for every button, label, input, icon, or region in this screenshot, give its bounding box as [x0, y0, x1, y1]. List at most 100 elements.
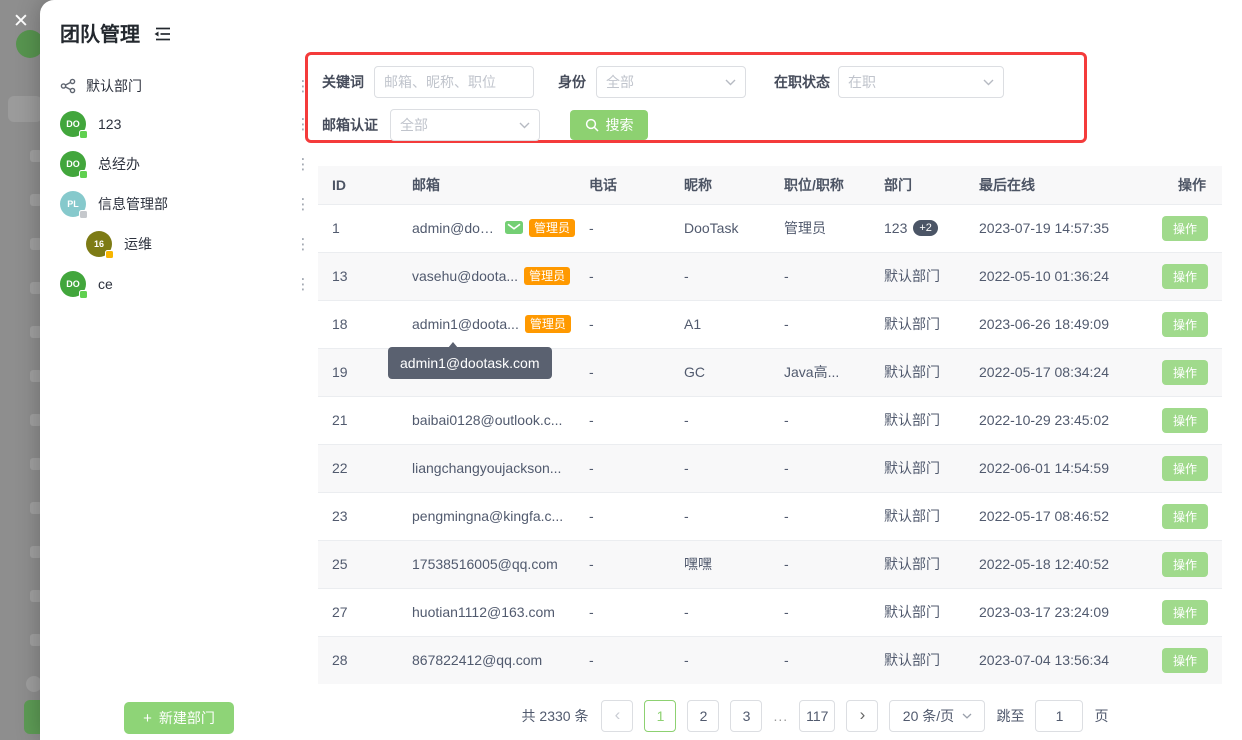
row-action-button[interactable]: 操作: [1162, 503, 1208, 529]
sidebar-department-item[interactable]: DO ce ⋮: [60, 264, 312, 304]
background-green-button: [24, 700, 40, 734]
table-body: 1 admin@doo... 管理员 - DooTask 管理员 123 +2: [318, 203, 1222, 684]
cell-title: -: [770, 587, 870, 636]
new-department-label: 新建部门: [158, 710, 215, 726]
department-text: 123: [884, 220, 908, 236]
filter-panel: 关键词 身份 全部 在职状态 在职 邮箱认证 全部: [305, 52, 1087, 143]
background-menu-icon: [30, 634, 42, 646]
cell-action: 操作: [1140, 395, 1222, 444]
cell-nickname: DooTask: [670, 203, 770, 252]
cell-department: 默认部门: [870, 539, 965, 588]
more-menu-icon[interactable]: ⋮: [295, 235, 311, 253]
avatar-status-dot: [79, 210, 88, 219]
identity-select[interactable]: 全部: [596, 66, 746, 98]
identity-label: 身份: [558, 74, 586, 90]
prev-page-button[interactable]: ‹: [601, 700, 634, 732]
jump-page-input[interactable]: [1035, 700, 1084, 732]
row-action-button[interactable]: 操作: [1162, 359, 1208, 385]
sidebar-department-item[interactable]: DO 总经办 ⋮: [60, 144, 312, 184]
department-text: 默认部门: [884, 268, 940, 284]
more-menu-icon[interactable]: ⋮: [295, 195, 311, 213]
chevron-down-icon: [725, 79, 736, 85]
page-button-last[interactable]: 117: [799, 700, 836, 732]
search-button[interactable]: 搜索: [570, 110, 648, 140]
page-button-2[interactable]: 2: [687, 700, 720, 732]
page-size-select[interactable]: 20 条/页: [889, 700, 986, 732]
page-button-3[interactable]: 3: [730, 700, 763, 732]
table-row: 25 17538516005@qq.com - 嘿嘿 - 默认部门 2022-0…: [318, 539, 1222, 588]
sidebar-department-item[interactable]: PL 信息管理部 ⋮: [60, 184, 312, 224]
new-department-button[interactable]: + 新建部门: [124, 702, 234, 734]
cell-action: 操作: [1140, 299, 1222, 348]
row-action-button[interactable]: 操作: [1162, 599, 1208, 625]
department-label: ce: [98, 276, 113, 292]
table-row: 18 admin1@doota... 管理员 - A1 - 默认部门 2023-…: [318, 299, 1222, 348]
email-text[interactable]: huotian1112@163.com: [412, 604, 555, 620]
email-text[interactable]: pengmingna@kingfa.c...: [412, 508, 564, 524]
col-phone: 电话: [575, 166, 670, 204]
page-title: 团队管理: [60, 18, 172, 47]
email-text[interactable]: liangchangyoujackson...: [412, 460, 562, 476]
keyword-input[interactable]: [384, 74, 524, 90]
cell-title: -: [770, 539, 870, 588]
email-text[interactable]: 867822412@qq.com: [412, 652, 543, 669]
status-select[interactable]: 在职: [838, 66, 1004, 98]
row-action-button[interactable]: 操作: [1162, 407, 1208, 433]
cell-phone: -: [575, 299, 670, 348]
background-menu-icon: [30, 502, 42, 514]
email-tooltip: admin1@dootask.com: [388, 342, 552, 379]
table-row: 21 baibai0128@outlook.c... - - - 默认部门 20…: [318, 395, 1222, 444]
next-page-button[interactable]: ›: [846, 700, 879, 732]
keyword-label: 关键词: [322, 74, 364, 90]
cell-last-online: 2022-06-01 14:54:59: [965, 443, 1140, 492]
row-action-button[interactable]: 操作: [1162, 455, 1208, 481]
status-label: 在职状态: [774, 74, 830, 90]
email-text[interactable]: baibai0128@outlook.c...: [412, 412, 563, 428]
department-text: 默认部门: [884, 412, 940, 428]
department-avatar: DO: [60, 271, 88, 299]
row-action-button[interactable]: 操作: [1162, 263, 1208, 289]
row-action-button[interactable]: 操作: [1162, 551, 1208, 577]
cell-email: admin@doo... 管理员: [398, 203, 575, 252]
col-action: 操作: [1140, 166, 1222, 204]
email-text[interactable]: 17538516005@qq.com: [412, 556, 558, 572]
col-nickname: 昵称: [670, 166, 770, 204]
cell-id: 18: [318, 299, 398, 348]
cell-nickname: -: [670, 587, 770, 636]
sidebar-department-item[interactable]: 16 运维 ⋮: [60, 224, 312, 264]
department-avatar: DO: [60, 111, 88, 139]
avatar-status-dot: [105, 250, 114, 259]
cell-action: 操作: [1140, 539, 1222, 588]
cell-title: -: [770, 251, 870, 300]
cell-last-online: 2022-05-10 01:36:24: [965, 251, 1140, 300]
total-count: 共 2330 条: [521, 708, 589, 724]
email-text[interactable]: admin1@doota...: [412, 315, 519, 332]
row-action-button[interactable]: 操作: [1162, 647, 1208, 673]
cell-email: 867822412@qq.com: [398, 635, 575, 684]
sidebar-item-default-department[interactable]: 默认部门 ⋮: [60, 70, 312, 102]
sidebar-department-item[interactable]: DO 123 ⋮: [60, 104, 312, 144]
department-text: 默认部门: [884, 604, 940, 620]
cell-department: 默认部门: [870, 347, 965, 396]
more-menu-icon[interactable]: ⋮: [295, 155, 311, 173]
email-text[interactable]: vasehu@doota...: [412, 267, 519, 284]
row-action-button[interactable]: 操作: [1162, 215, 1208, 241]
department-text: 默认部门: [884, 556, 940, 572]
cell-title: 管理员: [770, 203, 870, 252]
dept-extra-badge[interactable]: +2: [913, 219, 938, 237]
cell-email: baibai0128@outlook.c...: [398, 395, 575, 444]
more-menu-icon[interactable]: ⋮: [295, 275, 311, 293]
email-text[interactable]: admin@doo...: [412, 219, 499, 236]
table-row: 23 pengmingna@kingfa.c... - - - 默认部门 202…: [318, 491, 1222, 540]
cell-title: -: [770, 491, 870, 540]
cell-id: 13: [318, 251, 398, 300]
page-button-1[interactable]: 1: [644, 700, 677, 732]
department-label: 默认部门: [86, 78, 142, 94]
background-menu-icon: [30, 414, 42, 426]
close-icon[interactable]: ✕: [13, 10, 29, 32]
collapse-menu-icon[interactable]: [152, 26, 172, 42]
row-action-button[interactable]: 操作: [1162, 311, 1208, 337]
plus-icon: +: [143, 709, 152, 727]
email-verified-select[interactable]: 全部: [390, 109, 540, 141]
cell-id: 28: [318, 635, 398, 684]
